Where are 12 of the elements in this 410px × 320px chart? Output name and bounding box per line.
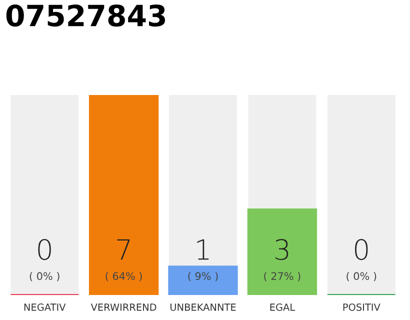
chart-title: 07527843 [6,4,166,27]
x-tick-label: EGAL [270,304,296,311]
x-tick-label: POSITIV [343,304,380,311]
data-label: 0 ( 0% ) [346,239,376,282]
data-label: 7 ( 64% ) [106,239,142,282]
data-label: 3 ( 27% ) [264,239,300,282]
bar [168,266,238,295]
x-tick-label: VERWIRREND [90,304,156,311]
data-label: 0 ( 0% ) [30,239,60,282]
data-label: 1 ( 9% ) [188,239,218,282]
x-tick-label: UNBEKANNTE [170,304,236,311]
x-tick-label: NEGATIV [24,304,66,311]
